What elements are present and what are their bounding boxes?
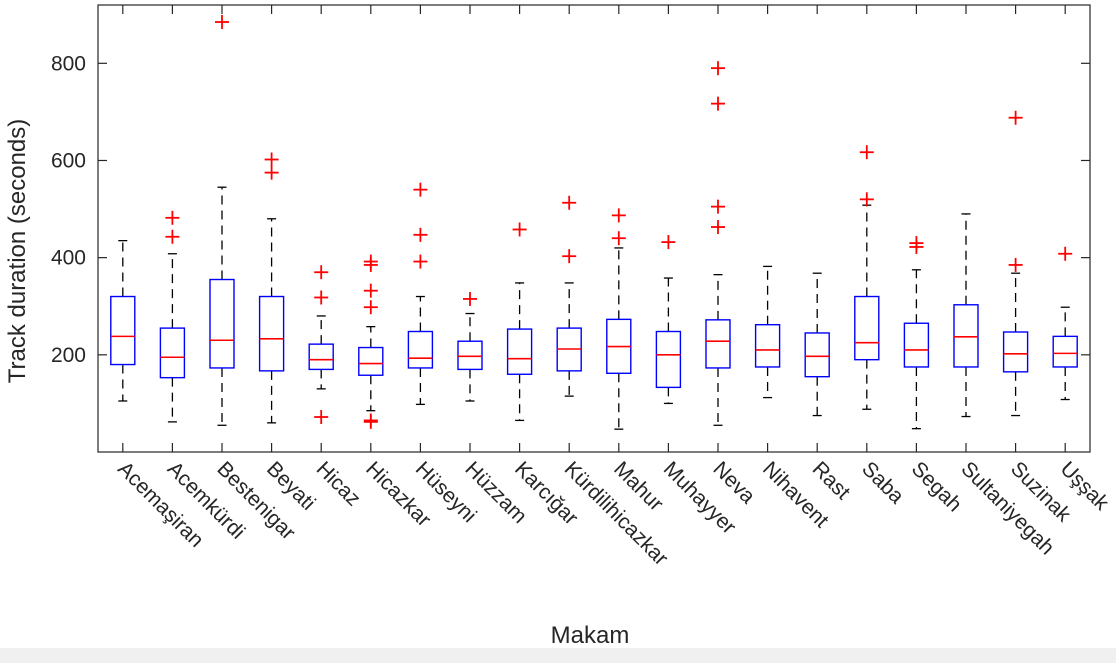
outlier-marker — [413, 227, 428, 242]
iqr-box — [754, 324, 781, 368]
chart-figure: Acemaşiran Acemkürdi Bestenigar Beyati Hicaz… — [0, 0, 1116, 648]
chart-marks — [97, 4, 1091, 453]
outlier-marker — [314, 290, 329, 305]
x-tick-label: Saba — [857, 457, 908, 508]
box-group — [953, 213, 979, 418]
iqr-box — [804, 332, 830, 378]
iqr-box — [655, 330, 682, 389]
box-group — [258, 152, 285, 424]
x-tick-label: Segah — [907, 457, 966, 516]
outlier-marker — [363, 254, 378, 269]
y-axis-title: Track duration (seconds) — [4, 119, 31, 384]
box-group — [556, 195, 582, 397]
outlier-marker — [314, 265, 329, 280]
box-group — [754, 265, 781, 399]
iqr-box — [258, 295, 285, 372]
iqr-box — [308, 343, 334, 371]
outlier-marker — [363, 300, 378, 315]
box-plot-chart: AcemaşiranAcemkürdiBestenigarBeyatiHicaz… — [4, 4, 1114, 648]
outlier-marker — [661, 235, 676, 250]
box-group — [308, 265, 334, 425]
outlier-marker — [264, 152, 279, 167]
outlier-marker — [711, 220, 725, 235]
box-group — [457, 291, 483, 402]
iqr-box — [1002, 331, 1029, 373]
iqr-box — [358, 346, 384, 376]
outlier-marker — [512, 222, 527, 237]
box-group — [506, 222, 533, 422]
iqr-box — [903, 322, 930, 368]
box-group — [606, 208, 632, 430]
outlier-marker — [611, 208, 626, 223]
outlier-marker — [413, 254, 428, 269]
iqr-box — [953, 304, 979, 368]
box-group — [854, 145, 880, 410]
y-tick-label: 200 — [51, 344, 86, 367]
iqr-box — [110, 295, 136, 366]
outlier-marker — [264, 165, 279, 180]
outlier-marker — [611, 231, 626, 246]
plot-area-frame — [97, 4, 1091, 453]
iqr-box — [854, 295, 880, 361]
iqr-box — [457, 340, 483, 371]
iqr-box — [407, 330, 434, 369]
outlier-marker — [314, 410, 329, 425]
box-group — [358, 254, 384, 429]
box-group — [1002, 110, 1029, 417]
outlier-marker — [165, 229, 180, 244]
box-group — [705, 61, 731, 426]
iqr-box — [506, 328, 533, 375]
box-group — [655, 235, 682, 405]
outlier-marker — [562, 249, 577, 264]
y-tick-labels: 200 400 600 800 — [51, 52, 86, 367]
outlier-marker — [711, 61, 725, 76]
x-axis-title: Makam — [551, 622, 630, 648]
iqr-box — [705, 319, 731, 369]
y-tick-label: 600 — [51, 149, 86, 172]
y-tick-label: 800 — [51, 52, 86, 75]
x-tick-label: Hicaz — [312, 457, 365, 510]
box-group — [159, 210, 186, 423]
outlier-marker — [859, 192, 874, 207]
iqr-box — [209, 278, 235, 369]
outlier-marker — [463, 291, 477, 306]
box-group — [110, 239, 136, 402]
box-group — [209, 15, 235, 426]
y-tick-label: 400 — [51, 247, 86, 270]
outlier-marker — [909, 236, 924, 251]
iqr-box — [159, 327, 186, 379]
outlier-marker — [562, 195, 577, 210]
box-group — [407, 182, 434, 406]
outlier-marker — [1058, 246, 1073, 261]
outlier-marker — [711, 199, 725, 214]
box-group — [903, 236, 930, 430]
iqr-box — [1052, 335, 1078, 368]
outlier-marker — [1008, 110, 1023, 125]
outlier-marker — [215, 15, 229, 30]
outlier-marker — [859, 145, 874, 160]
box-group — [1052, 246, 1078, 401]
outlier-marker — [1008, 257, 1023, 272]
x-tick-labels: AcemaşiranAcemkürdiBestenigarBeyatiHicaz… — [113, 457, 1113, 570]
outlier-marker — [363, 413, 378, 428]
outlier-marker — [165, 210, 180, 225]
outlier-marker — [413, 182, 428, 197]
outlier-marker — [363, 283, 378, 298]
box-group — [804, 272, 830, 417]
outlier-marker — [711, 96, 725, 111]
